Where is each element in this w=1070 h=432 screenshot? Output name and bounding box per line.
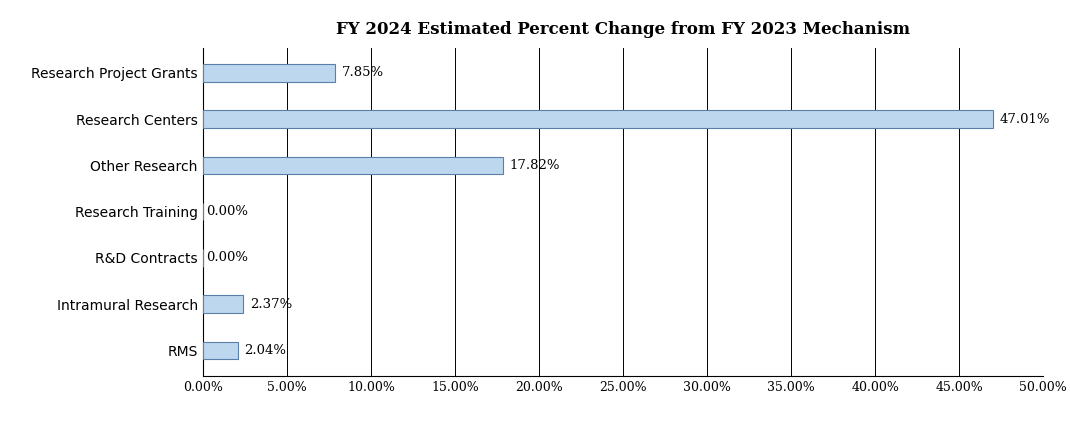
Text: 47.01%: 47.01% [999, 113, 1051, 126]
Text: 0.00%: 0.00% [205, 251, 248, 264]
Text: 2.04%: 2.04% [244, 344, 287, 357]
Text: 7.85%: 7.85% [342, 67, 384, 79]
Title: FY 2024 Estimated Percent Change from FY 2023 Mechanism: FY 2024 Estimated Percent Change from FY… [336, 21, 911, 38]
Text: 17.82%: 17.82% [509, 159, 560, 172]
Bar [203, 295, 243, 313]
Bar [203, 111, 993, 128]
Text: 2.37%: 2.37% [249, 298, 292, 311]
Bar [203, 64, 335, 82]
Text: 0.00%: 0.00% [205, 205, 248, 218]
Bar [203, 342, 238, 359]
Bar [203, 157, 503, 174]
